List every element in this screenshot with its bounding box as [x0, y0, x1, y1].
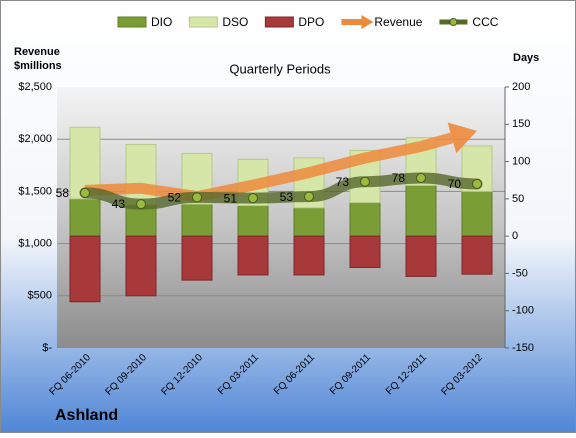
y2-tick-label: -100 — [512, 305, 534, 317]
bar — [69, 198, 101, 237]
ccc-marker — [416, 172, 426, 183]
ccc-marker — [304, 191, 314, 202]
bar — [349, 235, 381, 268]
bar — [461, 235, 493, 275]
data-label: 70 — [448, 177, 462, 191]
data-label: 43 — [112, 197, 126, 211]
y2-label: Days — [513, 52, 539, 64]
y2-tick-label: 150 — [512, 118, 530, 130]
subtitle: Quarterly Periods — [229, 61, 331, 76]
revenue-arrowhead — [447, 122, 477, 154]
y2-tick-label: 200 — [512, 81, 530, 93]
legend: DIO DSO DPO Revenue CCC — [117, 15, 499, 29]
legend-swatch — [361, 15, 374, 29]
y-tick-label: $1,500 — [18, 185, 52, 197]
legend-label: DPO — [298, 15, 324, 29]
ccc-marker — [472, 178, 482, 189]
y-label: $millions — [14, 60, 62, 72]
legend-swatch — [264, 16, 294, 28]
data-label: 78 — [392, 171, 406, 185]
data-label: 73 — [336, 175, 350, 189]
plot-area — [57, 87, 505, 348]
y2-tick-label: 50 — [512, 193, 524, 205]
bar — [349, 202, 381, 237]
y-tick-label: $500 — [28, 290, 52, 302]
bar — [181, 203, 213, 237]
legend-label: DSO — [222, 15, 248, 29]
data-label: 53 — [280, 190, 294, 204]
ccc-marker — [248, 193, 258, 204]
legend-label: CCC — [472, 15, 498, 29]
data-label: 51 — [224, 191, 238, 205]
company: Ashland — [55, 407, 118, 424]
y-tick-label: $- — [42, 342, 52, 354]
ccc-marker — [192, 192, 202, 203]
bar — [405, 235, 437, 277]
ccc-marker — [136, 199, 146, 210]
y-label: Revenue — [14, 46, 60, 58]
ccc-marker — [360, 176, 370, 187]
legend-swatch — [188, 16, 218, 28]
bar — [237, 205, 269, 237]
y-tick-label: $2,000 — [18, 133, 52, 145]
y2-tick-label: -150 — [512, 342, 534, 354]
data-label: 58 — [56, 186, 70, 200]
y-tick-label: $2,500 — [18, 81, 52, 93]
y2-tick-label: 100 — [512, 155, 530, 167]
revenue-line — [84, 132, 454, 203]
legend-swatch — [449, 18, 458, 26]
bar — [181, 235, 213, 281]
bar — [293, 235, 325, 276]
bar — [405, 184, 437, 237]
bar — [69, 235, 101, 303]
bar — [293, 207, 325, 237]
y2-tick-label: -50 — [512, 267, 528, 279]
y2-tick-label: 0 — [512, 230, 518, 242]
y-tick-label: $1,000 — [18, 238, 52, 250]
bar — [125, 235, 157, 297]
legend-swatch — [117, 16, 147, 28]
bar — [237, 235, 269, 276]
bar — [461, 190, 493, 237]
legend-label: DIO — [151, 15, 172, 29]
ccc-marker — [80, 187, 90, 198]
legend-label: Revenue — [374, 15, 422, 29]
data-label: 52 — [168, 191, 182, 205]
bar — [125, 143, 157, 206]
